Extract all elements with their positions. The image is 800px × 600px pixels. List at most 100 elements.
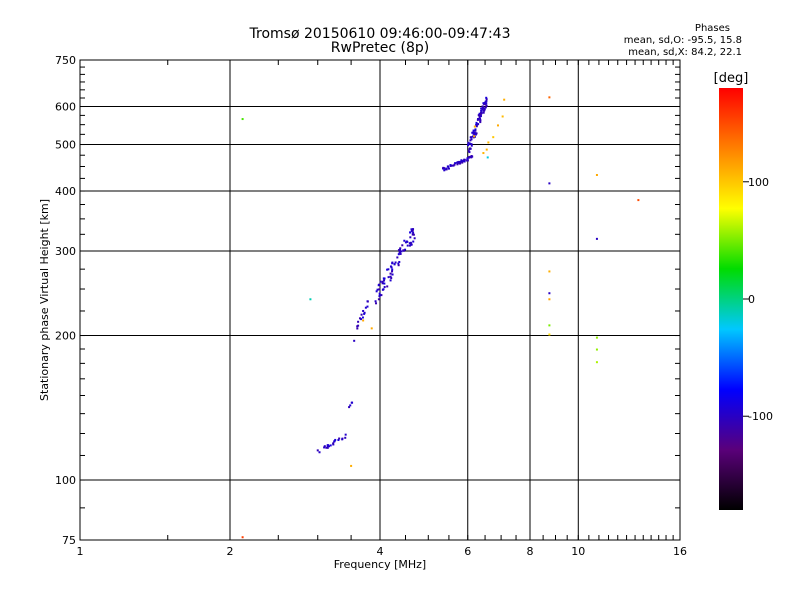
data-point (548, 96, 551, 99)
data-point (637, 199, 640, 202)
data-point (492, 136, 495, 139)
data-points (241, 96, 640, 539)
data-point (241, 118, 244, 121)
data-point (366, 300, 369, 303)
data-point (397, 264, 400, 267)
data-point (356, 327, 359, 330)
data-point (400, 250, 403, 253)
y-tick-label: 100 (55, 474, 76, 487)
y-tick-label: 600 (55, 101, 76, 114)
data-point (472, 131, 475, 134)
data-point (332, 443, 335, 446)
data-point (470, 138, 473, 141)
data-point (318, 451, 321, 454)
data-point (548, 182, 551, 185)
data-point (473, 125, 476, 128)
data-point (460, 160, 463, 163)
data-point (475, 125, 478, 128)
data-point (412, 240, 415, 243)
data-point (329, 444, 332, 447)
phase-stats-heading: Phases (694, 23, 730, 34)
data-point (397, 253, 400, 256)
data-point (470, 143, 473, 146)
data-point (462, 159, 465, 162)
y-tick-label: 75 (62, 534, 76, 547)
data-point (326, 446, 329, 449)
x-tick-label: 1 (77, 545, 84, 558)
y-axis-label: Stationary phase Virtual Height [km] (38, 199, 51, 401)
data-point (595, 348, 598, 351)
data-point (475, 123, 478, 126)
data-point (409, 231, 412, 234)
data-point (412, 231, 415, 234)
y-tick-label: 200 (55, 330, 76, 343)
data-point (482, 111, 485, 114)
data-point (391, 268, 394, 271)
data-point (387, 268, 390, 271)
data-point (470, 136, 473, 139)
data-point (478, 112, 481, 115)
data-point (477, 117, 480, 120)
data-point (480, 107, 483, 110)
data-point (406, 240, 409, 243)
data-point (357, 320, 360, 323)
data-point (399, 247, 402, 250)
y-tick-label: 750 (55, 54, 76, 67)
data-point (351, 401, 354, 404)
data-point (472, 132, 475, 135)
data-point (332, 442, 335, 445)
data-point (479, 115, 482, 118)
data-point (548, 324, 551, 327)
data-point (595, 237, 598, 240)
x-tick-label: 8 (527, 545, 534, 558)
data-point (316, 449, 319, 452)
data-point (390, 277, 393, 280)
grid-lines (80, 60, 680, 540)
data-point (484, 103, 487, 106)
data-point (383, 282, 386, 285)
data-point (412, 233, 415, 236)
colorbar-ticks: 100 0 -100 (743, 176, 773, 423)
data-point (548, 333, 551, 336)
colorbar-tick-label: 0 (748, 293, 755, 306)
data-point (381, 280, 384, 283)
data-point (456, 163, 459, 166)
data-point (412, 228, 415, 231)
data-point (468, 156, 471, 159)
data-point (482, 152, 485, 155)
data-point (334, 438, 337, 441)
data-point (474, 128, 477, 131)
data-point (479, 119, 482, 122)
data-point (466, 159, 469, 162)
data-point (408, 244, 411, 247)
data-point (360, 313, 363, 316)
data-point (393, 263, 396, 266)
data-point (356, 325, 359, 328)
data-point (309, 298, 312, 301)
data-point (363, 312, 366, 315)
data-point (386, 268, 389, 271)
data-point (364, 306, 367, 309)
data-point (442, 166, 445, 169)
data-point (449, 164, 452, 167)
data-point (378, 288, 381, 291)
data-point (483, 108, 486, 111)
data-point (361, 316, 364, 319)
data-point (326, 445, 329, 448)
data-point (548, 292, 551, 295)
data-point (379, 280, 382, 283)
x-tick-label: 10 (571, 545, 585, 558)
data-point (403, 239, 406, 242)
data-point (404, 241, 407, 244)
data-point (475, 121, 478, 124)
data-point (467, 150, 470, 153)
x-tick-label: 4 (377, 545, 384, 558)
data-point (453, 163, 456, 166)
data-point (378, 295, 381, 298)
data-point (398, 249, 401, 252)
y-tick-labels: 75 100 200 300 400 500 600 750 (55, 54, 76, 547)
data-point (383, 286, 386, 289)
data-point (411, 233, 414, 236)
data-point (595, 173, 598, 176)
